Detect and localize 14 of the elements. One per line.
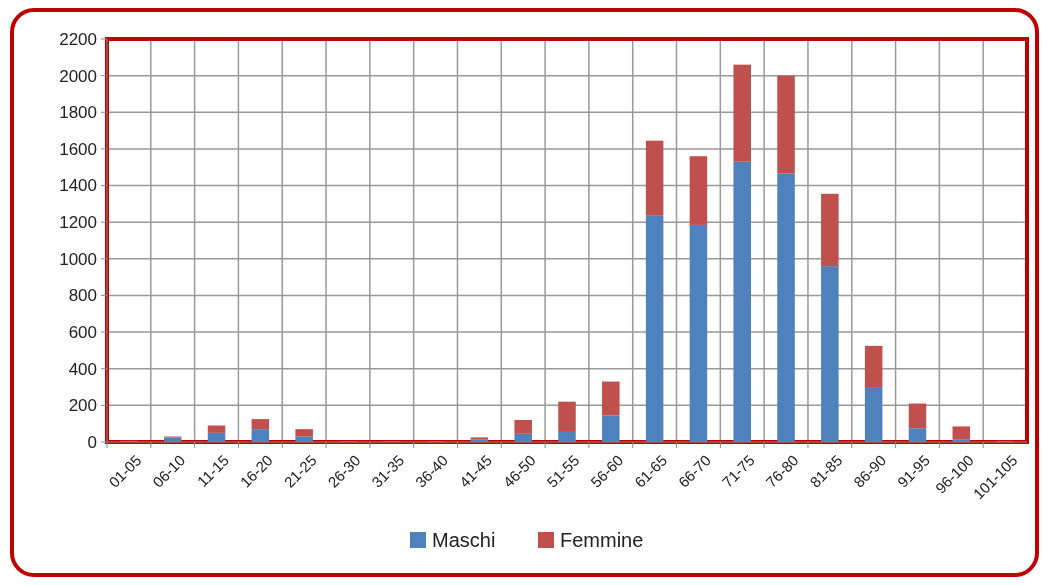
y-tick-label: 1000 — [59, 249, 97, 269]
y-tick-label: 800 — [68, 286, 97, 306]
y-tick-label: 2200 — [59, 29, 97, 49]
y-tick-label: 1600 — [59, 139, 97, 159]
legend-label: Femmine — [560, 529, 644, 551]
y-tick-label: 1800 — [59, 103, 97, 123]
y-tick-label: 1200 — [59, 213, 97, 233]
y-tick-label: 600 — [68, 323, 97, 343]
y-tick-label: 1400 — [59, 176, 97, 196]
y-tick-label: 200 — [68, 396, 97, 416]
legend-label: Maschi — [432, 529, 496, 551]
y-tick-label: 2000 — [59, 66, 97, 86]
y-tick-label: 0 — [87, 432, 97, 452]
y-tick-label: 400 — [68, 359, 97, 379]
